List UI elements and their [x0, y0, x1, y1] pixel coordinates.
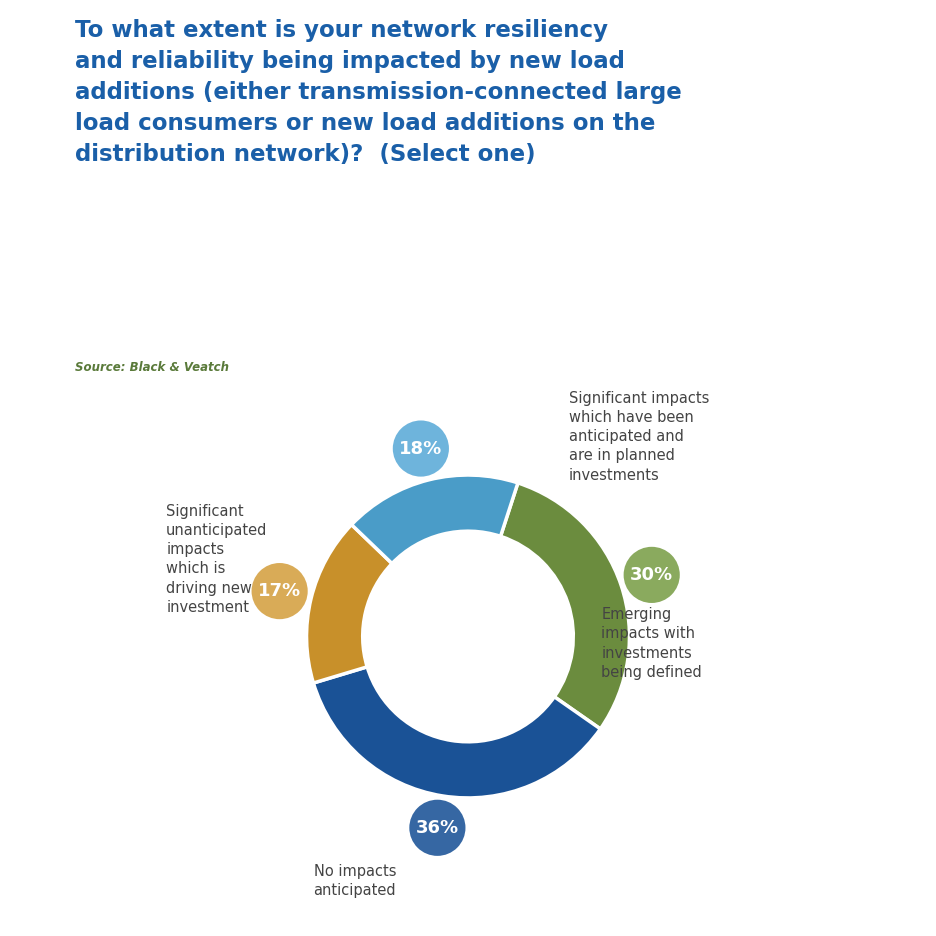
Wedge shape [352, 475, 518, 563]
Text: 18%: 18% [400, 440, 443, 458]
Circle shape [393, 420, 449, 476]
Text: Emerging
impacts with
investments
being defined: Emerging impacts with investments being … [602, 607, 702, 680]
Text: No impacts
anticipated: No impacts anticipated [314, 864, 396, 899]
Text: Source: Black & Veatch: Source: Black & Veatch [75, 361, 229, 374]
Text: 36%: 36% [416, 819, 459, 837]
Wedge shape [314, 666, 600, 797]
Text: To what extent is your network resiliency
and reliability being impacted by new : To what extent is your network resilienc… [75, 19, 681, 166]
Circle shape [409, 799, 465, 856]
Text: 17%: 17% [258, 582, 301, 600]
Text: 30%: 30% [630, 566, 673, 584]
Text: Significant impacts
which have been
anticipated and
are in planned
investments: Significant impacts which have been anti… [569, 390, 709, 483]
Circle shape [623, 547, 680, 603]
Wedge shape [307, 525, 392, 683]
Wedge shape [501, 483, 629, 729]
Text: Significant
unanticipated
impacts
which is
driving new
investment: Significant unanticipated impacts which … [167, 504, 268, 615]
Circle shape [252, 563, 308, 620]
